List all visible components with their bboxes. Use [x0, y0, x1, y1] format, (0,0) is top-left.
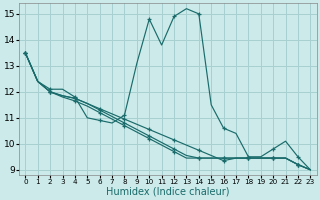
X-axis label: Humidex (Indice chaleur): Humidex (Indice chaleur)	[106, 187, 229, 197]
